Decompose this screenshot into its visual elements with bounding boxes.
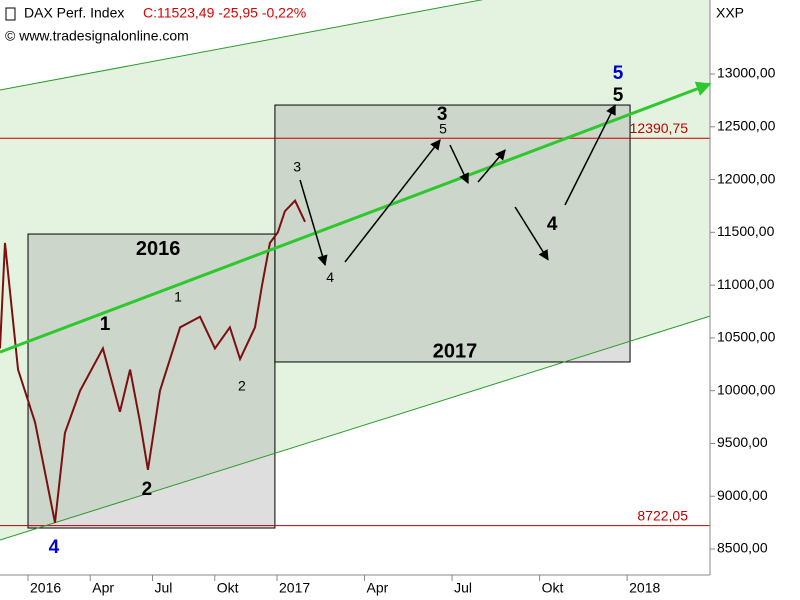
source: © www.tradesignalonline.com bbox=[5, 28, 189, 44]
plot-area bbox=[0, 0, 710, 541]
y-tick-label: 10000,00 bbox=[717, 381, 776, 397]
chart-title: DAX Perf. Index bbox=[24, 5, 124, 21]
y-tick-label: 12500,00 bbox=[717, 117, 776, 133]
wave-label: 4 bbox=[49, 537, 60, 558]
x-tick-label: 2016 bbox=[30, 580, 61, 596]
x-tick-label: Okt bbox=[542, 580, 564, 596]
box-label: 2016 bbox=[136, 238, 181, 260]
wave-label: 5 bbox=[613, 85, 624, 106]
projection-arrow bbox=[344, 139, 441, 263]
projection-arrow bbox=[299, 179, 328, 266]
y-tick-label: 9000,00 bbox=[717, 487, 768, 503]
box bbox=[274, 104, 631, 363]
wave-label: 3 bbox=[293, 159, 301, 175]
price-line bbox=[0, 198, 306, 523]
wave-label: 3 bbox=[437, 104, 448, 125]
wave-label: 1 bbox=[174, 289, 182, 305]
axis-title: XXP bbox=[716, 5, 744, 21]
box bbox=[27, 233, 276, 529]
box-label: 2017 bbox=[433, 340, 478, 362]
wave-label: 2 bbox=[238, 378, 246, 394]
x-tick-label: Jul bbox=[454, 580, 472, 596]
wave-label: 2 bbox=[142, 479, 153, 500]
y-tick-label: 10500,00 bbox=[717, 329, 776, 345]
wave-label: 4 bbox=[547, 214, 558, 235]
channel-fill bbox=[0, 0, 710, 541]
icon bbox=[5, 7, 16, 21]
level-label: 12390,75 bbox=[630, 120, 689, 136]
wave-label: 4 bbox=[326, 269, 334, 285]
x-tick-label: 2017 bbox=[279, 580, 310, 596]
y-tick-label: 11000,00 bbox=[717, 276, 775, 292]
y-tick-label: 9500,00 bbox=[717, 434, 768, 450]
trend-line bbox=[0, 81, 712, 354]
projection-arrow bbox=[477, 149, 506, 183]
quote: C:11523,49 -25,95 -0,22% bbox=[143, 5, 306, 21]
level-label: 8722,05 bbox=[637, 507, 688, 523]
x-tick-label: Jul bbox=[155, 580, 173, 596]
channel-line bbox=[0, 0, 484, 91]
projection-arrow bbox=[564, 104, 616, 206]
y-tick-label: 11500,00 bbox=[717, 223, 775, 239]
x-tick-label: Okt bbox=[217, 580, 239, 596]
wave-label: 5 bbox=[439, 121, 447, 137]
x-tick-label: Apr bbox=[92, 580, 114, 596]
x-tick-label: Apr bbox=[367, 580, 389, 596]
channel-line bbox=[0, 315, 710, 541]
x-tick-label: 2018 bbox=[629, 580, 660, 596]
projection-arrow bbox=[449, 144, 469, 184]
y-tick-label: 13000,00 bbox=[717, 65, 776, 81]
wave-label: 1 bbox=[100, 314, 111, 335]
wave-label: 5 bbox=[613, 63, 624, 84]
projection-arrow bbox=[514, 206, 549, 261]
y-tick-label: 12000,00 bbox=[717, 170, 776, 186]
y-tick-label: 8500,00 bbox=[717, 540, 768, 556]
